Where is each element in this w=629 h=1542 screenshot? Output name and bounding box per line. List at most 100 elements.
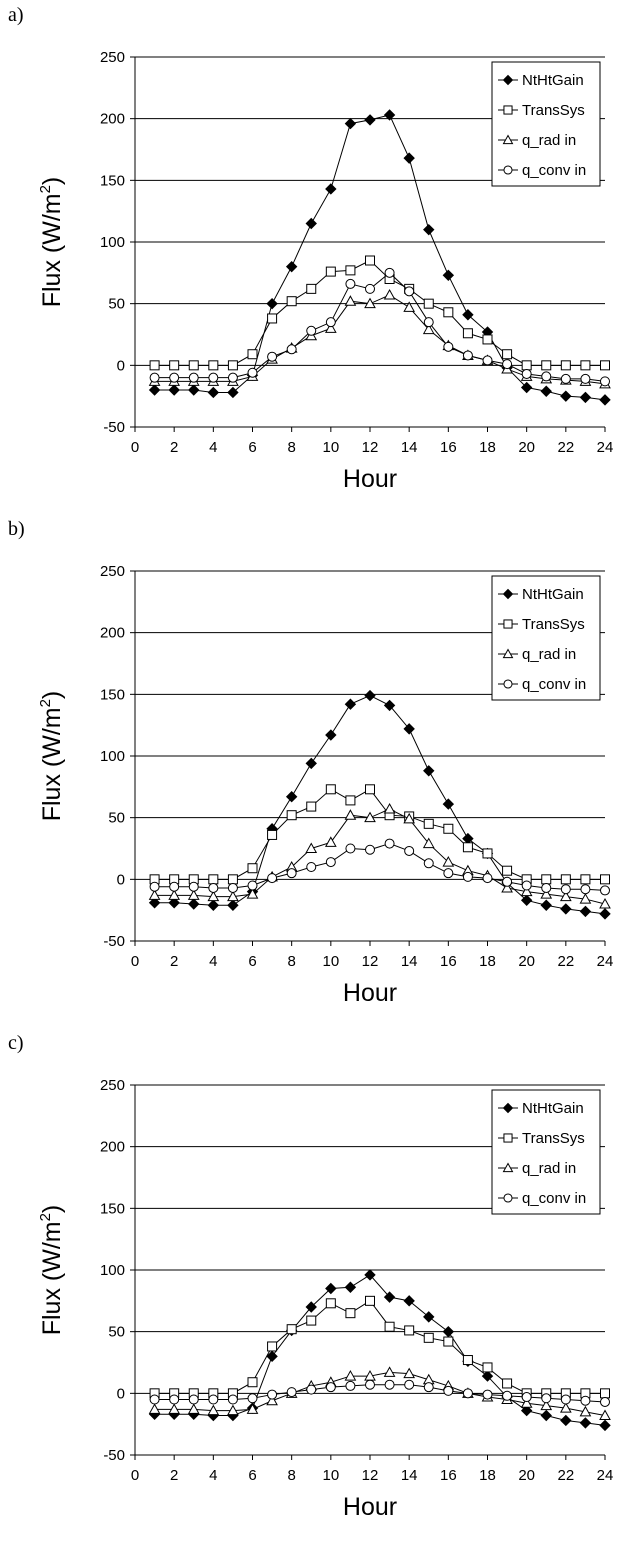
x-tick-label: 0	[131, 439, 139, 456]
data-point-nthtgain	[599, 908, 611, 920]
data-point-nthtgain	[423, 223, 435, 236]
data-point-nthtgain	[383, 109, 396, 121]
x-tick-label: 18	[479, 1467, 496, 1484]
x-tick-label: 4	[209, 953, 217, 970]
data-point-q-conv-in	[541, 1393, 552, 1404]
legend-label-q-rad-in: q_rad in	[522, 1160, 576, 1177]
y-tick-label: 250	[100, 563, 125, 580]
data-point-q-conv-in	[423, 317, 434, 328]
data-point-q-rad-in	[344, 295, 357, 306]
chart-panel-a: a) -50 0 50 100 150 200 250 0 2 4 6 8 10 12 14 16 18 20 22…	[0, 0, 629, 514]
data-point-q-conv-in	[443, 868, 454, 879]
data-point-q-conv-in	[208, 1394, 219, 1405]
x-tick-label: 2	[170, 439, 178, 456]
data-point-q-conv-in	[404, 1379, 415, 1390]
data-point-q-rad-in	[520, 1397, 533, 1408]
data-point-transsys	[502, 1378, 513, 1389]
data-point-transsys	[423, 818, 434, 829]
x-tick-label: 16	[440, 1467, 457, 1484]
data-point-nthtgain	[266, 297, 278, 310]
data-point-q-rad-in	[227, 1404, 239, 1416]
data-point-nthtgain	[325, 1282, 337, 1295]
x-tick-label: 6	[248, 953, 256, 970]
y-axis-title: Flux (W/m2)	[37, 691, 66, 822]
legend-marker-q-conv-in	[503, 1193, 513, 1203]
data-point-q-conv-in	[149, 881, 160, 892]
y-tick-label: 250	[100, 1077, 125, 1094]
data-point-transsys	[462, 1355, 473, 1366]
data-point-transsys	[208, 874, 219, 885]
data-point-q-conv-in	[443, 341, 454, 352]
y-tick-label: 200	[100, 625, 125, 642]
data-point-q-rad-in	[266, 1394, 278, 1406]
series-transsys	[149, 784, 610, 885]
legend-label-nthtgain: NtHtGain	[522, 1100, 584, 1117]
x-tick-label: 24	[597, 439, 614, 456]
data-point-q-rad-in	[579, 1405, 592, 1417]
data-point-nthtgain	[481, 1370, 494, 1382]
data-point-transsys	[365, 784, 375, 795]
data-point-nthtgain	[325, 729, 337, 741]
data-point-nthtgain	[168, 384, 180, 396]
data-point-transsys	[482, 1362, 493, 1373]
data-point-nthtgain	[285, 260, 298, 273]
data-point-q-conv-in	[443, 1385, 454, 1396]
data-point-nthtgain	[188, 898, 200, 910]
data-point-transsys	[365, 1295, 375, 1306]
data-point-nthtgain	[520, 1404, 533, 1417]
data-point-nthtgain	[305, 217, 317, 230]
x-tick-label: 14	[401, 439, 418, 456]
series-line-q-rad-in	[154, 1371, 606, 1417]
data-point-transsys	[169, 360, 180, 371]
data-point-q-conv-in	[227, 882, 238, 893]
data-point-nthtgain	[520, 894, 533, 907]
series-q-conv-in	[149, 267, 610, 387]
data-point-transsys	[462, 842, 473, 853]
data-point-q-conv-in	[227, 372, 238, 383]
data-point-transsys	[502, 865, 513, 876]
x-tick-label: 20	[518, 953, 535, 970]
legend-marker-transsys	[503, 619, 513, 629]
data-point-q-rad-in	[168, 889, 181, 900]
data-point-nthtgain	[599, 394, 611, 406]
data-point-q-conv-in	[306, 325, 317, 336]
data-point-transsys	[541, 360, 552, 371]
y-axis-title: Flux (W/m2)	[37, 177, 66, 308]
data-point-q-rad-in	[540, 1399, 553, 1411]
y-tick-label: 200	[100, 111, 125, 128]
data-point-nthtgain	[227, 386, 239, 399]
data-point-transsys	[580, 360, 591, 371]
data-point-q-rad-in	[324, 836, 337, 847]
data-point-nthtgain	[403, 723, 415, 735]
data-point-q-conv-in	[325, 1382, 336, 1393]
series-line-q-rad-in	[154, 294, 606, 385]
legend-marker-nthtgain	[502, 1102, 514, 1114]
data-point-q-rad-in	[148, 1403, 161, 1414]
data-point-transsys	[286, 296, 297, 307]
data-point-q-conv-in	[188, 372, 199, 383]
data-point-transsys	[286, 810, 297, 821]
y-tick-label: 50	[108, 810, 125, 827]
y-tick-label: 150	[100, 172, 125, 189]
data-point-q-conv-in	[404, 286, 415, 297]
data-point-nthtgain	[403, 1295, 415, 1307]
chart-panel-b: b) -50 0 50 100 150 200 250 0 2 4 6 8 10 12 14 16 18 20 22…	[0, 514, 629, 1028]
legend-marker-nthtgain	[502, 588, 514, 600]
data-point-q-rad-in	[305, 842, 318, 853]
data-point-transsys	[306, 801, 317, 812]
data-point-nthtgain	[285, 790, 298, 803]
x-tick-label: 2	[170, 953, 178, 970]
data-point-transsys	[580, 874, 591, 885]
y-tick-label: 50	[108, 296, 125, 313]
y-tick-label: 50	[108, 1324, 125, 1341]
data-point-q-conv-in	[521, 1392, 532, 1403]
series-line-q-rad-in	[154, 808, 606, 905]
series-nthtgain	[148, 109, 611, 406]
data-point-transsys	[423, 298, 434, 309]
data-point-q-conv-in	[384, 1379, 395, 1390]
data-point-nthtgain	[148, 897, 161, 909]
data-point-transsys	[600, 360, 610, 371]
data-point-nthtgain	[383, 1291, 396, 1303]
x-tick-label: 22	[557, 953, 574, 970]
y-tick-label: 100	[100, 748, 125, 765]
